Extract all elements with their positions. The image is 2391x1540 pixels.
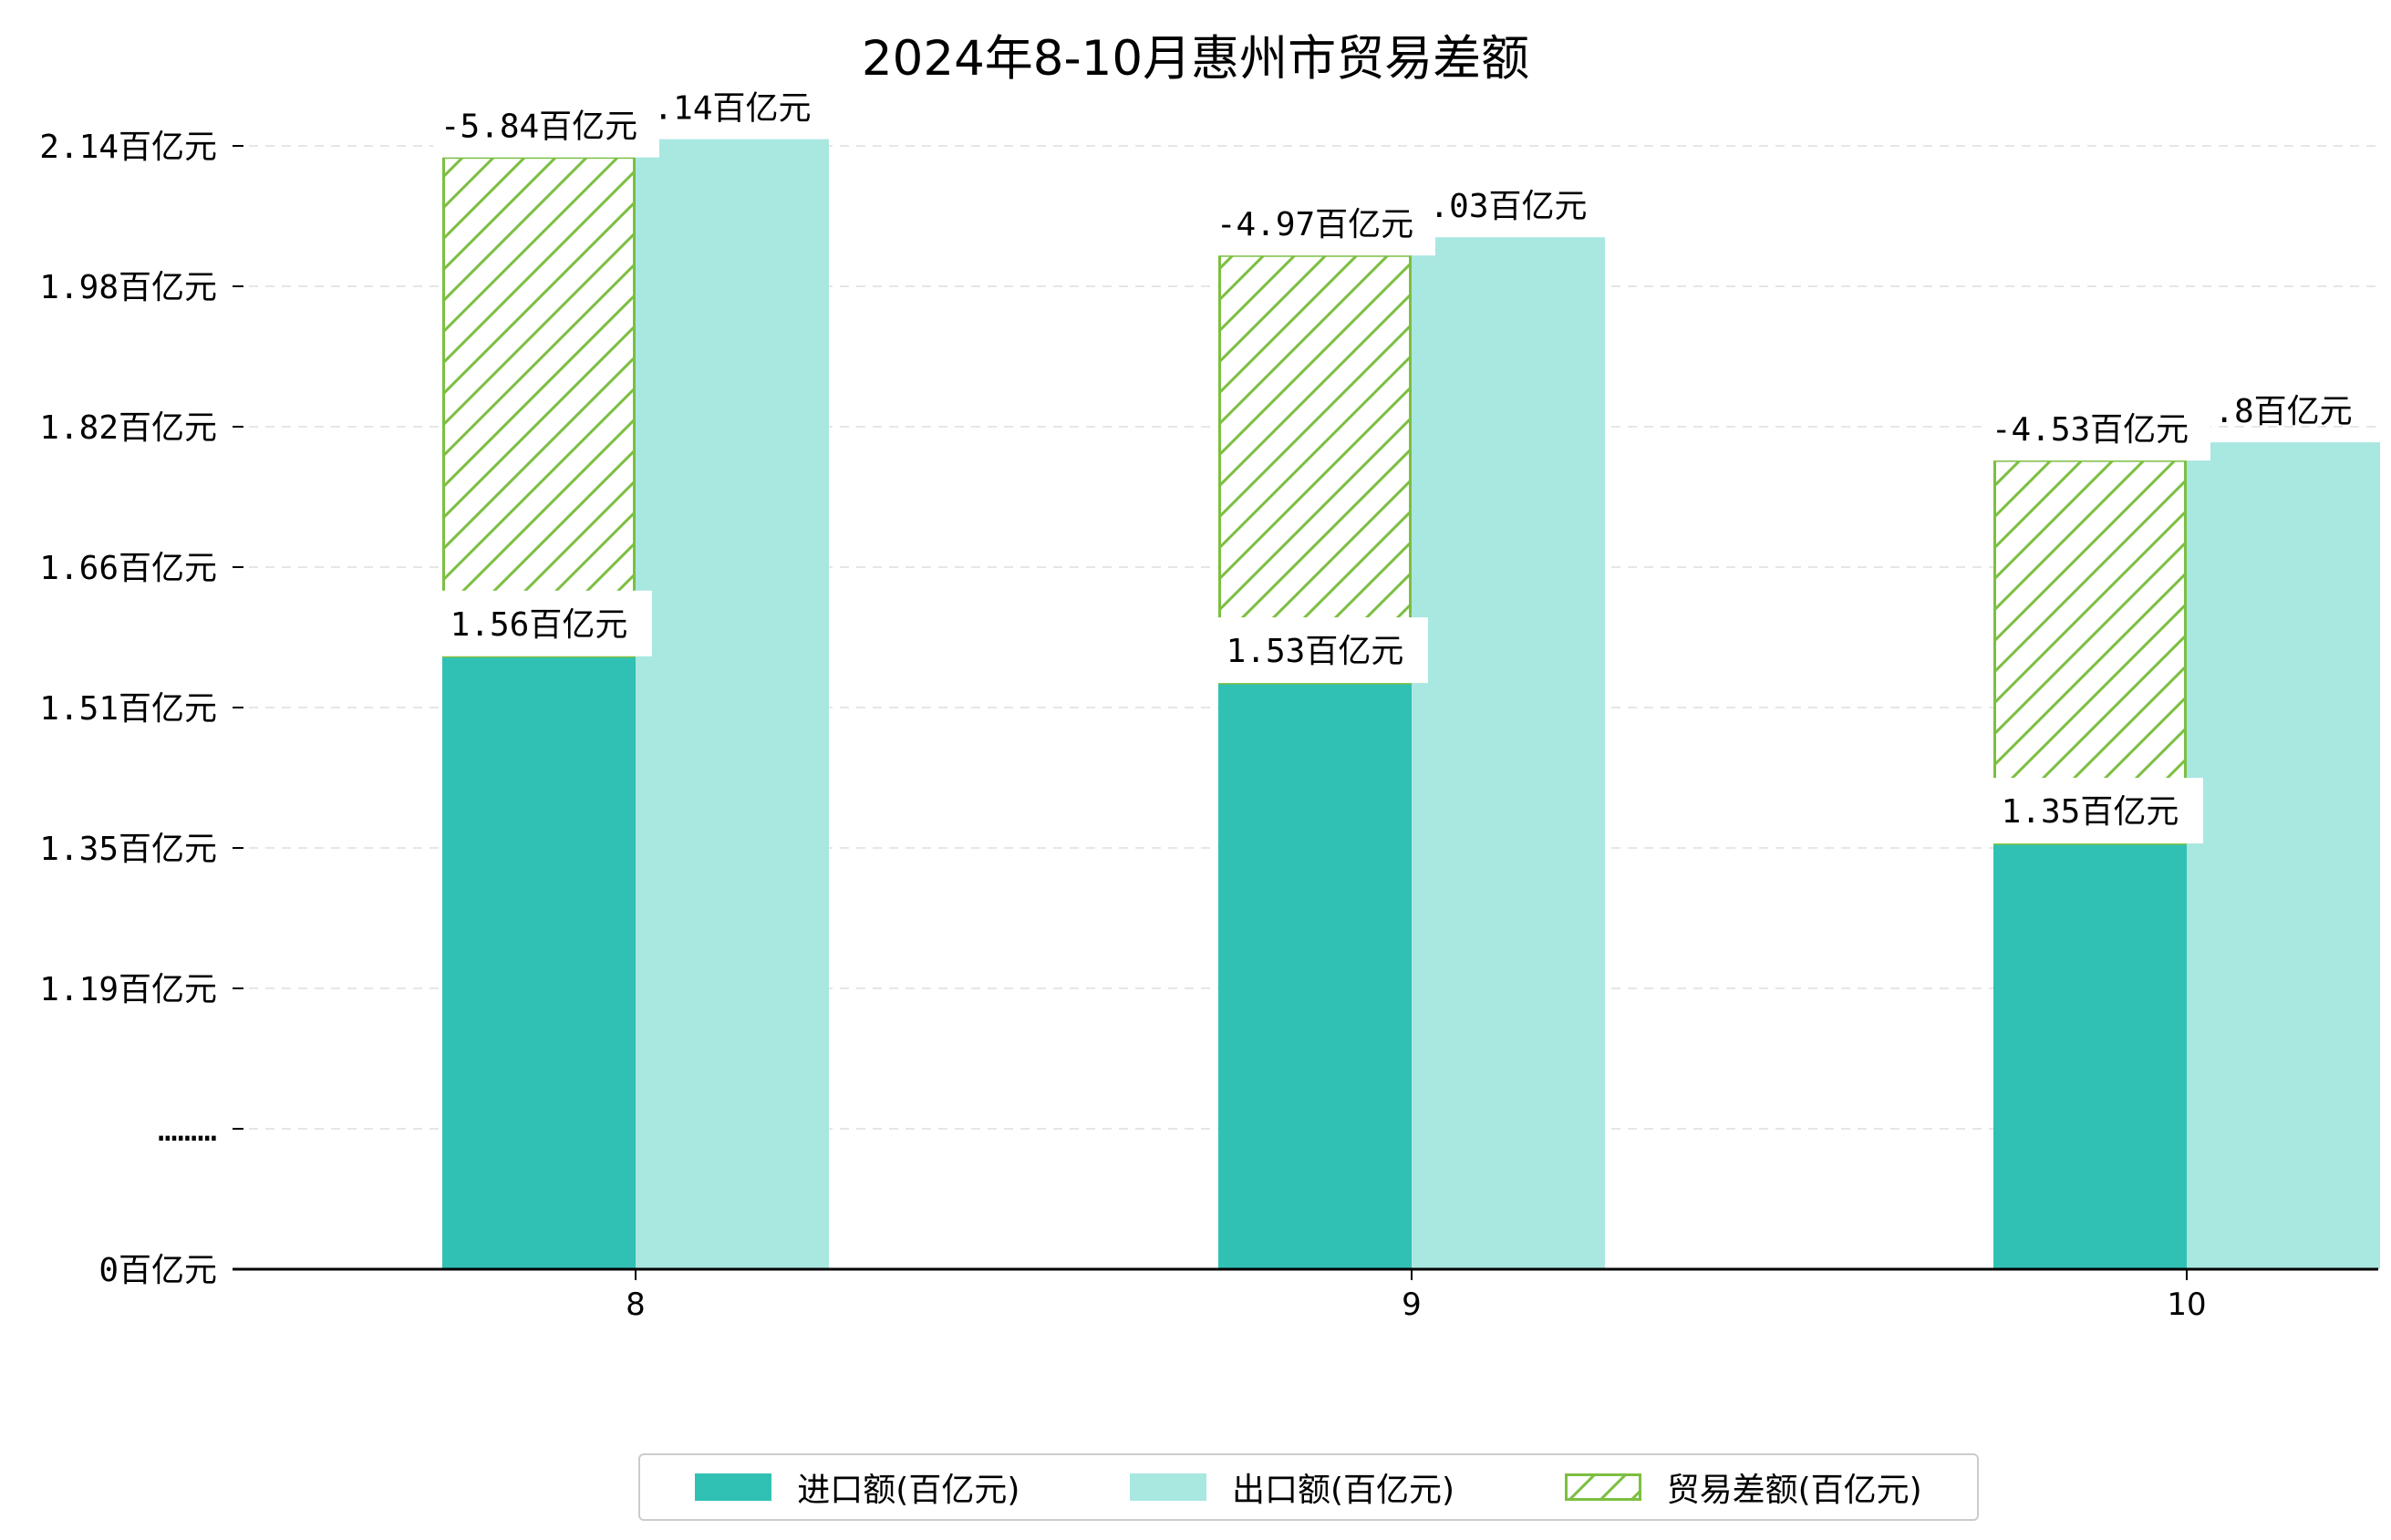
data-label-bg (439, 590, 652, 656)
y-tick-label: 1.35百亿元 (39, 831, 217, 868)
chart-title: 2024年8-10月惠州市贸易差额 (861, 31, 1530, 87)
data-label-bg (1990, 778, 2203, 844)
y-tick-label: ……… (158, 1111, 217, 1149)
legend-label-balance: 贸易差额(百亿元) (1666, 1472, 1922, 1509)
bar-trade-balance (1218, 253, 1412, 685)
data-label-bg (1209, 199, 1435, 256)
x-tick-label: 9 (1402, 1287, 1422, 1323)
y-tick-label: 1.98百亿元 (39, 269, 217, 306)
y-tick-label: 2.14百亿元 (39, 129, 217, 166)
bar-import (442, 656, 636, 1269)
data-label-export: .8百亿元 (2214, 393, 2352, 430)
data-label-export: .14百亿元 (653, 90, 811, 128)
legend-swatch-export (1129, 1473, 1206, 1501)
data-label-export: .03百亿元 (1429, 188, 1587, 225)
legend-item-balance: 贸易差额(百亿元) (1564, 1463, 1922, 1511)
legend-swatch-import (695, 1473, 772, 1501)
legend-label-export: 出口额(百亿元) (1231, 1472, 1455, 1509)
data-label-bg (1215, 617, 1428, 684)
legend: 进口额(百亿元) 出口额(百亿元) 贸易差额(百亿元) (638, 1453, 1979, 1521)
data-label-import: 1.56百亿元 (450, 606, 628, 644)
legend-label-import: 进口额(百亿元) (797, 1472, 1020, 1509)
legend-swatch-balance (1564, 1473, 1641, 1501)
bar-trade-balance (442, 156, 636, 658)
bar-import (1218, 683, 1412, 1269)
y-tick-label: 1.66百亿元 (39, 550, 217, 587)
bar-export (636, 139, 829, 1270)
data-label-bg (433, 100, 659, 158)
x-tick-label: 8 (626, 1287, 646, 1323)
y-tick-label: 0百亿元 (98, 1252, 217, 1289)
y-tick-label: 1.19百亿元 (39, 971, 217, 1008)
y-tick-label: 1.82百亿元 (39, 409, 217, 447)
data-label-import: 1.53百亿元 (1227, 633, 1404, 670)
data-label-bg (1984, 404, 2210, 461)
legend-item-export: 出口额(百亿元) (1129, 1463, 1455, 1511)
x-tick-label: 10 (2167, 1287, 2206, 1323)
bar-import (1993, 843, 2187, 1269)
bar-export (2187, 442, 2380, 1270)
data-label-balance: -4.97百亿元 (1216, 206, 1413, 243)
bar-export (1412, 237, 1605, 1270)
data-label-import: 1.35百亿元 (2002, 793, 2179, 831)
data-label-balance: -4.53百亿元 (1992, 411, 2189, 449)
data-label-balance: -5.84百亿元 (440, 109, 637, 146)
legend-item-import: 进口额(百亿元) (695, 1463, 1020, 1511)
y-tick-label: 1.51百亿元 (39, 690, 217, 728)
